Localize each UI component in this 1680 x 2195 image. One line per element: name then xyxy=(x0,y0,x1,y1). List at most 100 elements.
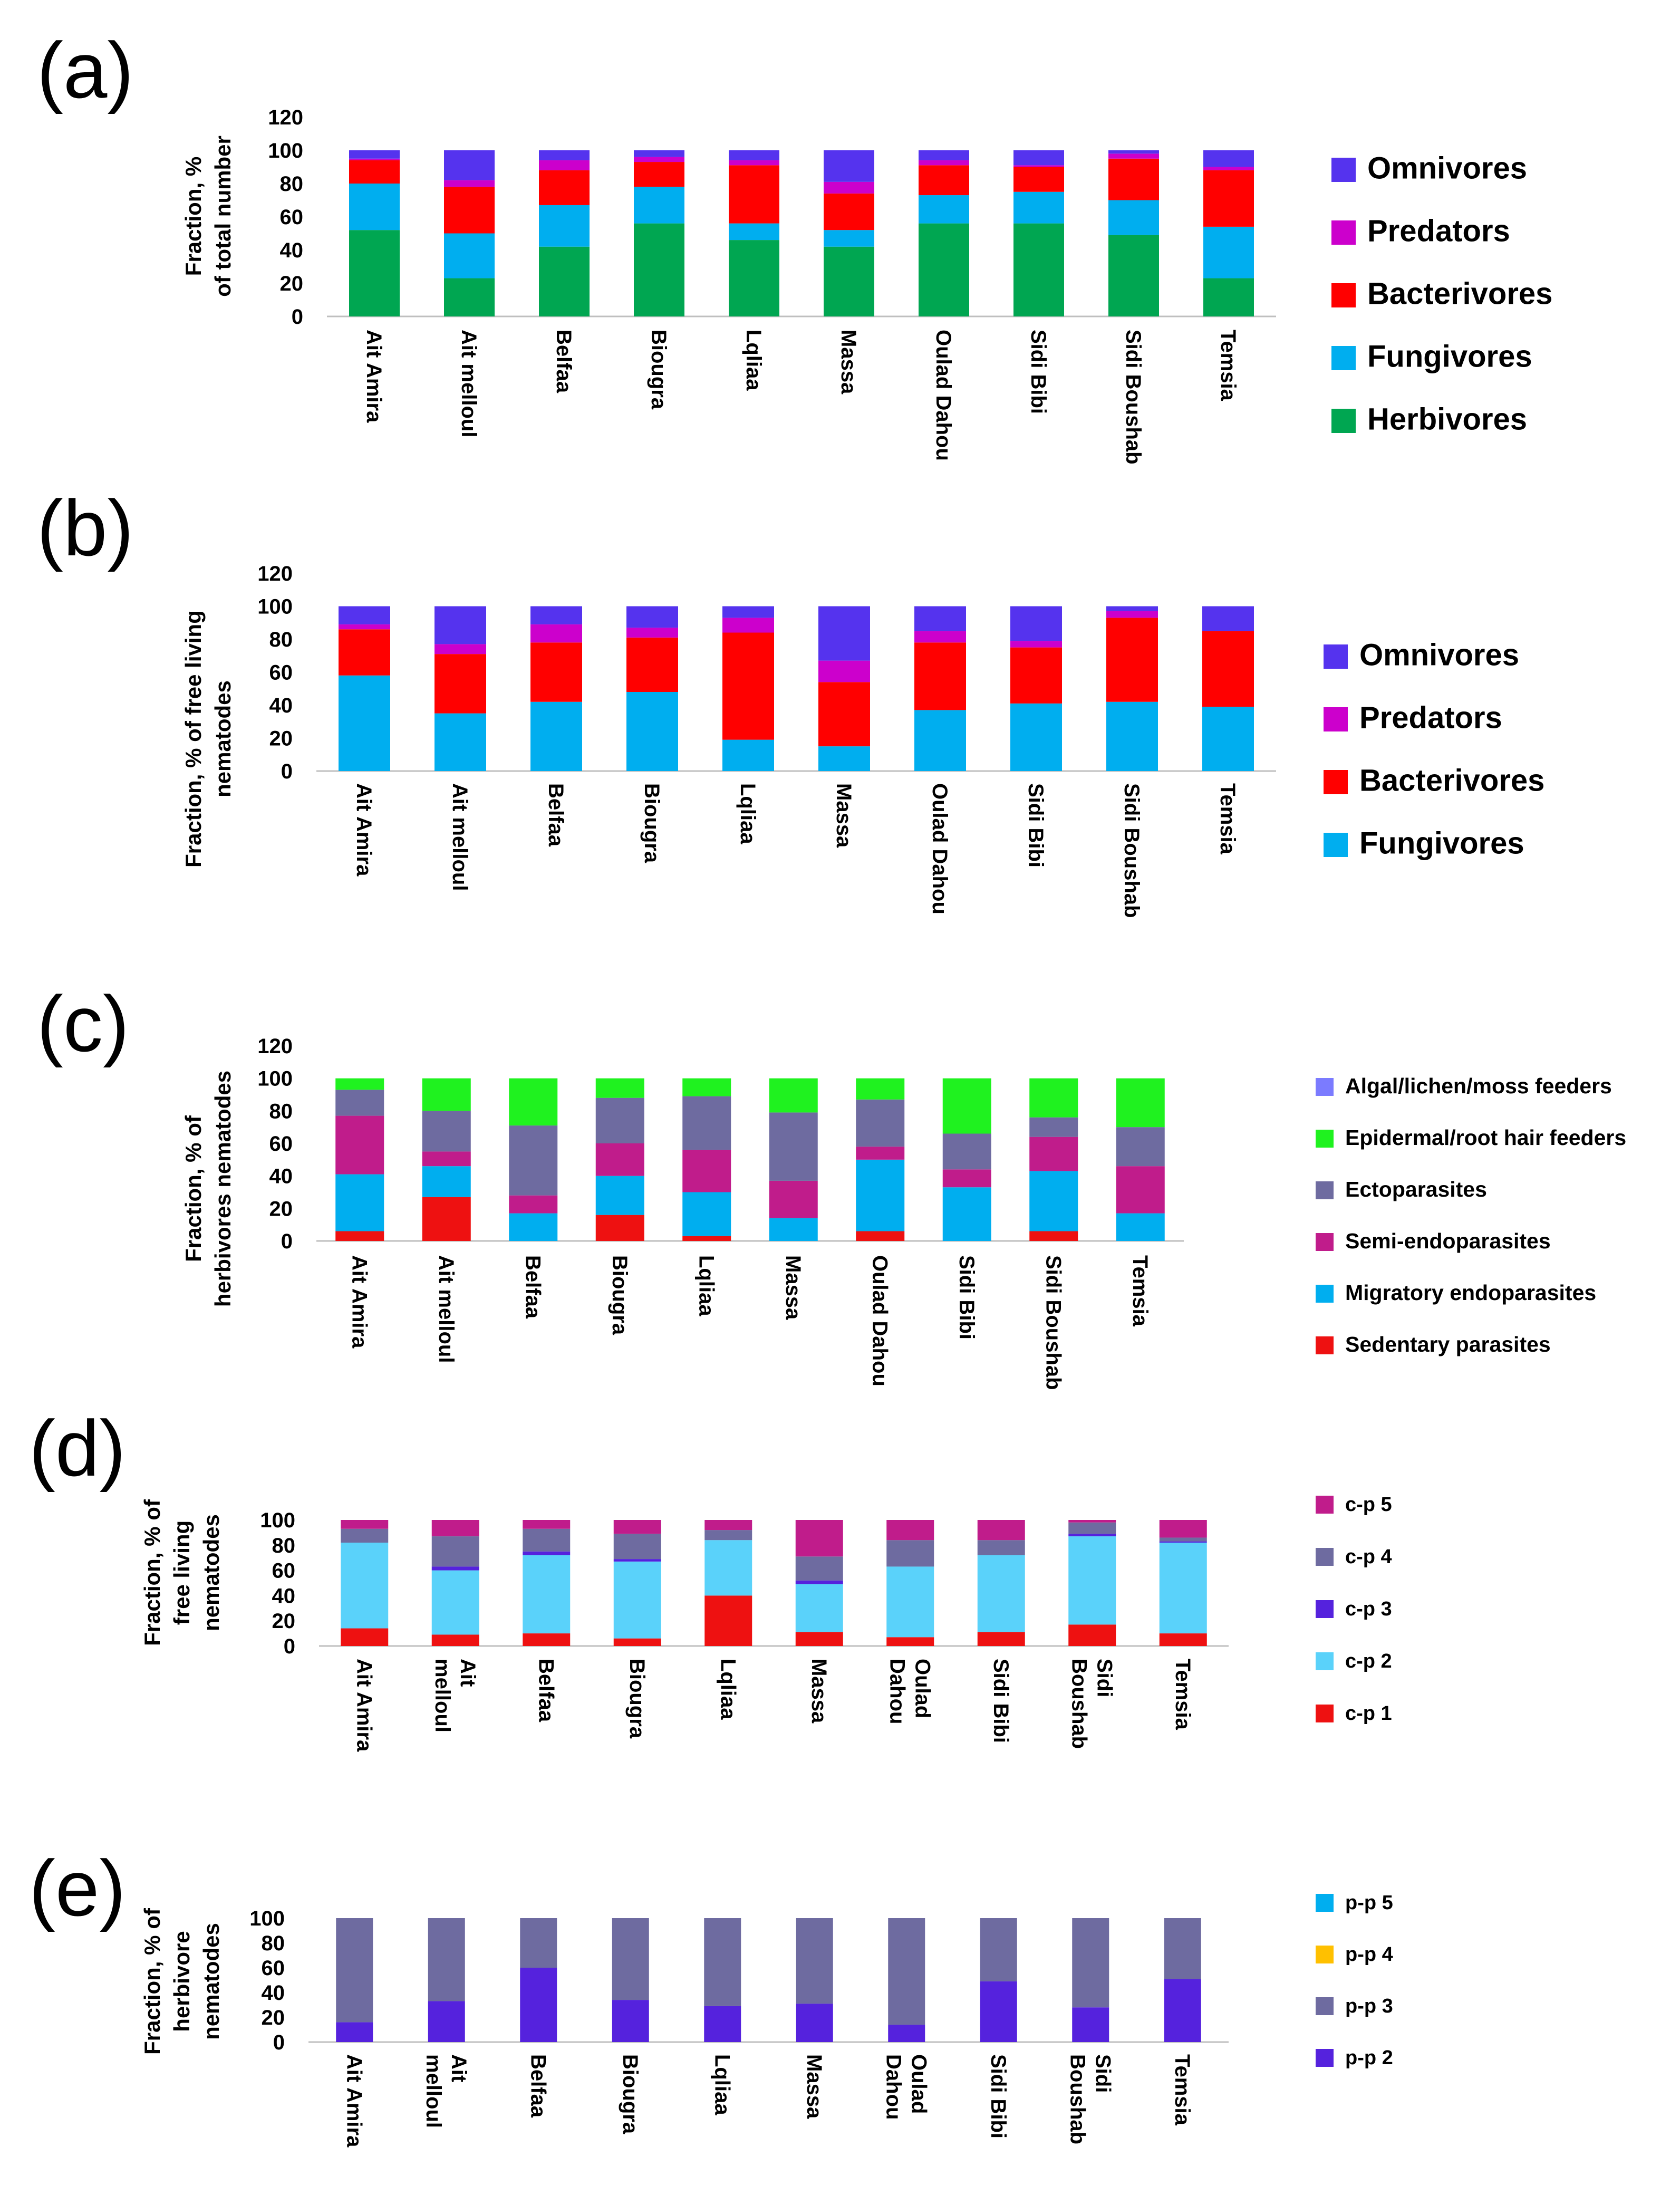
y-tick-label: 40 xyxy=(272,1584,296,1607)
x-tick-label-sidi-boushab: Sidi Boushab xyxy=(1041,1255,1065,1390)
y-tick-label: 100 xyxy=(257,595,293,619)
bar-predators-sidi-bibi xyxy=(1010,641,1062,648)
bar-predators-sidi-boushab xyxy=(1108,153,1159,159)
bar-p-p-2-temsia xyxy=(1164,1979,1201,2042)
bar-ectoparasites-sidi-boushab xyxy=(1029,1117,1078,1137)
y-tick-label: 120 xyxy=(257,1035,293,1058)
x-tick-label-sidi-bibi: Sidi Bibi xyxy=(989,1659,1012,1743)
legend-swatch-c-p-5 xyxy=(1316,1496,1334,1514)
bar-p-p-3-lqliaa xyxy=(704,1918,741,2006)
y-axis-title: of total number xyxy=(210,136,235,297)
bar-c-p-1-oulad-dahou xyxy=(886,1637,934,1646)
bar-c-p-5-belfaa xyxy=(523,1520,571,1529)
bar-p-p-2-sidi-boushab xyxy=(1072,2007,1109,2042)
bar-p-p-2-ait-melloul xyxy=(428,2001,465,2042)
bar-omnivores-sidi-bibi xyxy=(1010,606,1062,641)
bar-c-p-4-massa xyxy=(795,1556,843,1581)
y-tick-label: 0 xyxy=(273,2031,285,2054)
bar-c-p-1-ait-amira xyxy=(341,1628,389,1646)
bar-migratory-endoparasites-ait-melloul xyxy=(422,1166,471,1197)
bar-omnivores-massa xyxy=(818,606,870,661)
y-tick-label: 0 xyxy=(281,760,293,783)
bar-semi-endoparasites-belfaa xyxy=(509,1195,558,1214)
bar-herbivores-massa xyxy=(824,246,874,316)
legend-swatch-c-p-2 xyxy=(1316,1652,1334,1670)
chart-panel-c: (c) Fraction, % of herbivores nematodes 0 20… xyxy=(37,979,1626,1390)
bar-p-p-2-massa xyxy=(796,2004,833,2042)
bar-semi-endoparasites-biougra xyxy=(595,1143,644,1176)
bar-sedentary-parasites-oulad-dahou xyxy=(856,1231,905,1241)
x-tick-label-ait-amira: Ait Amira xyxy=(347,1255,371,1349)
y-tick-label: 80 xyxy=(269,628,293,651)
bar-omnivores-ait-amira xyxy=(349,150,400,159)
legend-label-c-p-4: c-p 4 xyxy=(1345,1546,1392,1568)
legend-swatch-c-p-1 xyxy=(1316,1705,1334,1722)
bar-p-p-3-ait-melloul xyxy=(428,1918,465,2001)
bar-semi-endoparasites-sidi-boushab xyxy=(1029,1137,1078,1171)
bar-semi-endoparasites-lqliaa xyxy=(682,1150,731,1192)
bar-herbivores-ait-amira xyxy=(349,230,400,316)
bar-c-p-2-biougra xyxy=(613,1561,661,1639)
bar-omnivores-ait-melloul xyxy=(444,150,495,180)
y-tick-label: 100 xyxy=(257,1067,293,1091)
bar-c-p-1-ait-melloul xyxy=(431,1634,479,1646)
legend-label-predators: Predators xyxy=(1367,214,1510,248)
bar-sedentary-parasites-biougra xyxy=(595,1215,644,1241)
y-tick-label: 60 xyxy=(269,1132,293,1156)
bar-fungivores-biougra xyxy=(634,187,684,224)
bar-p-p-3-ait-amira xyxy=(336,1918,373,2023)
x-tick-label-ait-melloul: Ait melloul xyxy=(448,783,471,891)
bar-c-p-3-temsia xyxy=(1159,1541,1207,1543)
x-tick-label-oulad-dahou: Oulad xyxy=(911,1659,934,1718)
legend-swatch-p-p-5 xyxy=(1316,1894,1334,1912)
bar-ectoparasites-oulad-dahou xyxy=(856,1099,905,1147)
bar-ectoparasites-lqliaa xyxy=(682,1096,731,1150)
legend-swatch-herbivores xyxy=(1331,409,1356,433)
bar-epidermal-root-hair-feeders-massa xyxy=(769,1078,818,1113)
bar-semi-endoparasites-oulad-dahou xyxy=(856,1147,905,1160)
bar-sedentary-parasites-ait-amira xyxy=(335,1231,384,1241)
bar-c-p-5-ait-amira xyxy=(341,1520,389,1529)
x-tick-label-temsia: Temsia xyxy=(1171,2054,1194,2126)
panel-label: (c) xyxy=(37,979,129,1068)
bar-bacterivores-lqliaa xyxy=(729,165,779,224)
bar-predators-oulad-dahou xyxy=(914,631,966,643)
legend-label-sedentary-parasites: Sedentary parasites xyxy=(1345,1332,1551,1356)
bar-semi-endoparasites-sidi-bibi xyxy=(942,1169,991,1188)
legend-swatch-predators xyxy=(1331,220,1356,245)
bar-c-p-4-belfaa xyxy=(523,1528,571,1552)
chart-panel-e: (e) Fraction, % of herbivore nematodes 02040… xyxy=(29,1844,1393,2148)
y-axis-title: herbivore xyxy=(169,1931,194,2032)
legend-label-migratory-endoparasites: Migratory endoparasites xyxy=(1345,1281,1596,1305)
bar-omnivores-oulad-dahou xyxy=(919,150,969,160)
x-tick-label-biougra: Biougra xyxy=(647,330,670,410)
bar-c-p-5-ait-melloul xyxy=(431,1520,479,1537)
y-tick-label: 40 xyxy=(269,694,293,717)
bar-fungivores-ait-amira xyxy=(349,184,400,230)
y-tick-label: 40 xyxy=(262,1981,285,2005)
x-tick-label-ait-melloul: melloul xyxy=(422,2054,445,2128)
bar-bacterivores-belfaa xyxy=(530,642,582,702)
x-tick-label-sidi-bibi: Sidi Bibi xyxy=(987,2054,1010,2139)
x-tick-label-lqliaa: Lqliaa xyxy=(716,1659,739,1720)
y-tick-label: 120 xyxy=(268,106,303,129)
bar-migratory-endoparasites-oulad-dahou xyxy=(856,1159,905,1231)
y-tick-label: 120 xyxy=(257,562,293,585)
bar-c-p-2-ait-amira xyxy=(341,1543,389,1629)
y-tick-label: 80 xyxy=(272,1534,296,1557)
bar-c-p-1-sidi-bibi xyxy=(977,1632,1025,1646)
x-tick-label-ait-amira: Ait Amira xyxy=(342,2054,365,2148)
x-tick-label-sidi-bibi: Sidi Bibi xyxy=(1024,783,1047,868)
x-tick-label-ait-melloul: Ait melloul xyxy=(457,330,480,437)
x-tick-label-oulad-dahou: Oulad Dahou xyxy=(928,783,951,914)
x-tick-label-belfaa: Belfaa xyxy=(534,1659,557,1722)
bar-fungivores-sidi-bibi xyxy=(1013,191,1064,224)
bar-c-p-1-biougra xyxy=(613,1638,661,1646)
y-tick-label: 100 xyxy=(249,1907,285,1930)
panel-label: (a) xyxy=(37,26,133,114)
x-tick-label-sidi-bibi: Sidi Bibi xyxy=(1027,330,1050,414)
legend-swatch-omnivores xyxy=(1331,158,1356,182)
bar-fungivores-temsia xyxy=(1203,226,1254,278)
y-axis-title: Fraction, % of xyxy=(140,1499,165,1646)
x-tick-label-oulad-dahou: Oulad Dahou xyxy=(932,330,955,461)
